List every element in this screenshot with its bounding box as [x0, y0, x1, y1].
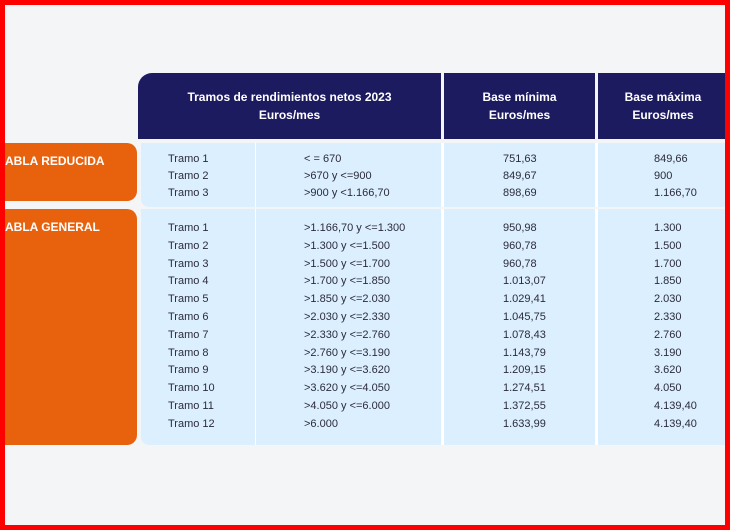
column-divider	[255, 143, 256, 207]
table-cell: >6.000	[304, 417, 338, 430]
table-cell: 3.620	[654, 364, 682, 377]
table-cell: >1.166,70 y <=1.300	[304, 222, 406, 234]
table-cell: 960,78	[503, 257, 537, 270]
table-cell: Tramo 11	[168, 400, 214, 412]
header-cell: Base mínima Euros/mes	[444, 73, 595, 139]
table-cell: >2.030 y <=2.330	[304, 311, 390, 323]
table-cell: 2.030	[654, 293, 682, 306]
header-text: Euros/mes	[488, 108, 551, 122]
column-divider	[595, 143, 598, 207]
table-cell: 960,78	[503, 239, 537, 252]
table-cell: >1.300 y <=1.500	[304, 239, 390, 252]
header-text: Tramos de rendimientos netos 2023	[187, 90, 392, 104]
section-label: ABLA GENERAL	[5, 209, 137, 445]
table-cell: >2.760 y <=3.190	[304, 346, 390, 359]
column-divider	[441, 143, 444, 207]
table-cell: Tramo 7	[168, 328, 209, 341]
table-cell: Tramo 2	[168, 239, 209, 252]
table-cell: >900 y <1.166,70	[304, 187, 390, 199]
header-cell: Base máxima Euros/mes	[598, 73, 725, 139]
table-cell: < = 670	[304, 153, 342, 165]
table-cell: 900	[654, 170, 673, 182]
table-cell: 1.372,55	[503, 400, 546, 412]
header-cell: Tramos de rendimientos netos 2023 Euros/m…	[138, 73, 441, 139]
table-cell: 1.029,41	[503, 293, 546, 306]
section-body	[141, 209, 725, 445]
table-cell: 1.166,70	[654, 187, 697, 199]
header-text: Base máxima	[624, 90, 702, 104]
column-divider	[255, 209, 256, 445]
section-body	[141, 143, 725, 207]
header-text: Euros/mes	[258, 108, 321, 122]
table-cell: Tramo 8	[168, 346, 209, 359]
table-cell: 1.500	[654, 239, 682, 252]
table-cell: 849,67	[503, 170, 537, 182]
table-cell: 1.700	[654, 257, 682, 270]
table-cell: Tramo 3	[168, 187, 209, 199]
table-cell: Tramo 6	[168, 311, 209, 323]
table-cell: Tramo 5	[168, 293, 209, 306]
column-divider	[595, 209, 598, 445]
table-cell: 1.850	[654, 275, 682, 288]
table-cell: >1.500 y <=1.700	[304, 257, 390, 270]
table-cell: >3.190 y <=3.620	[304, 364, 390, 377]
column-divider	[441, 209, 444, 445]
table-cell: Tramo 10	[168, 382, 215, 395]
table-cell: >2.330 y <=2.760	[304, 328, 390, 341]
table-cell: Tramo 2	[168, 170, 209, 182]
table-cell: 1.143,79	[503, 346, 546, 359]
header-text: Base mínima	[482, 90, 557, 104]
table-cell: >670 y <=900	[304, 170, 372, 182]
table-cell: 3.190	[654, 346, 682, 359]
table-cell: 1.209,15	[503, 364, 546, 377]
section-label: ABLA REDUCIDA	[5, 143, 137, 201]
table-cell: Tramo 12	[168, 417, 215, 430]
table-cell: 1.013,07	[503, 275, 546, 288]
table-cell: 849,66	[654, 153, 688, 165]
table-cell: >3.620 y <=4.050	[304, 382, 390, 395]
table-cell: >4.050 y <=6.000	[304, 400, 390, 412]
table-cell: >1.850 y <=2.030	[304, 293, 390, 306]
table-cell: 1.045,75	[503, 311, 546, 323]
table-cell: >1.700 y <=1.850	[304, 275, 390, 288]
header-text: Euros/mes	[632, 108, 694, 122]
table-cell: Tramo 3	[168, 257, 209, 270]
table-cell: 751,63	[503, 153, 537, 165]
table-cell: 4.139,40	[654, 400, 697, 412]
table-cell: 2.330	[654, 311, 682, 323]
table-cell: Tramo 1	[168, 222, 209, 234]
table-cell: Tramo 4	[168, 275, 209, 288]
table-cell: 1.633,99	[503, 417, 546, 430]
table-cell: 1.300	[654, 222, 682, 234]
table-cell: Tramo 9	[168, 364, 209, 377]
table-cell: Tramo 1	[168, 153, 209, 165]
table-cell: 950,98	[503, 222, 537, 234]
table-cell: 4.139,40	[654, 417, 697, 430]
table-cell: 1.274,51	[503, 382, 546, 395]
table-cell: 2.760	[654, 328, 682, 341]
table-cell: 1.078,43	[503, 328, 546, 341]
table-cell: 4.050	[654, 382, 682, 395]
table-cell: 898,69	[503, 187, 537, 199]
